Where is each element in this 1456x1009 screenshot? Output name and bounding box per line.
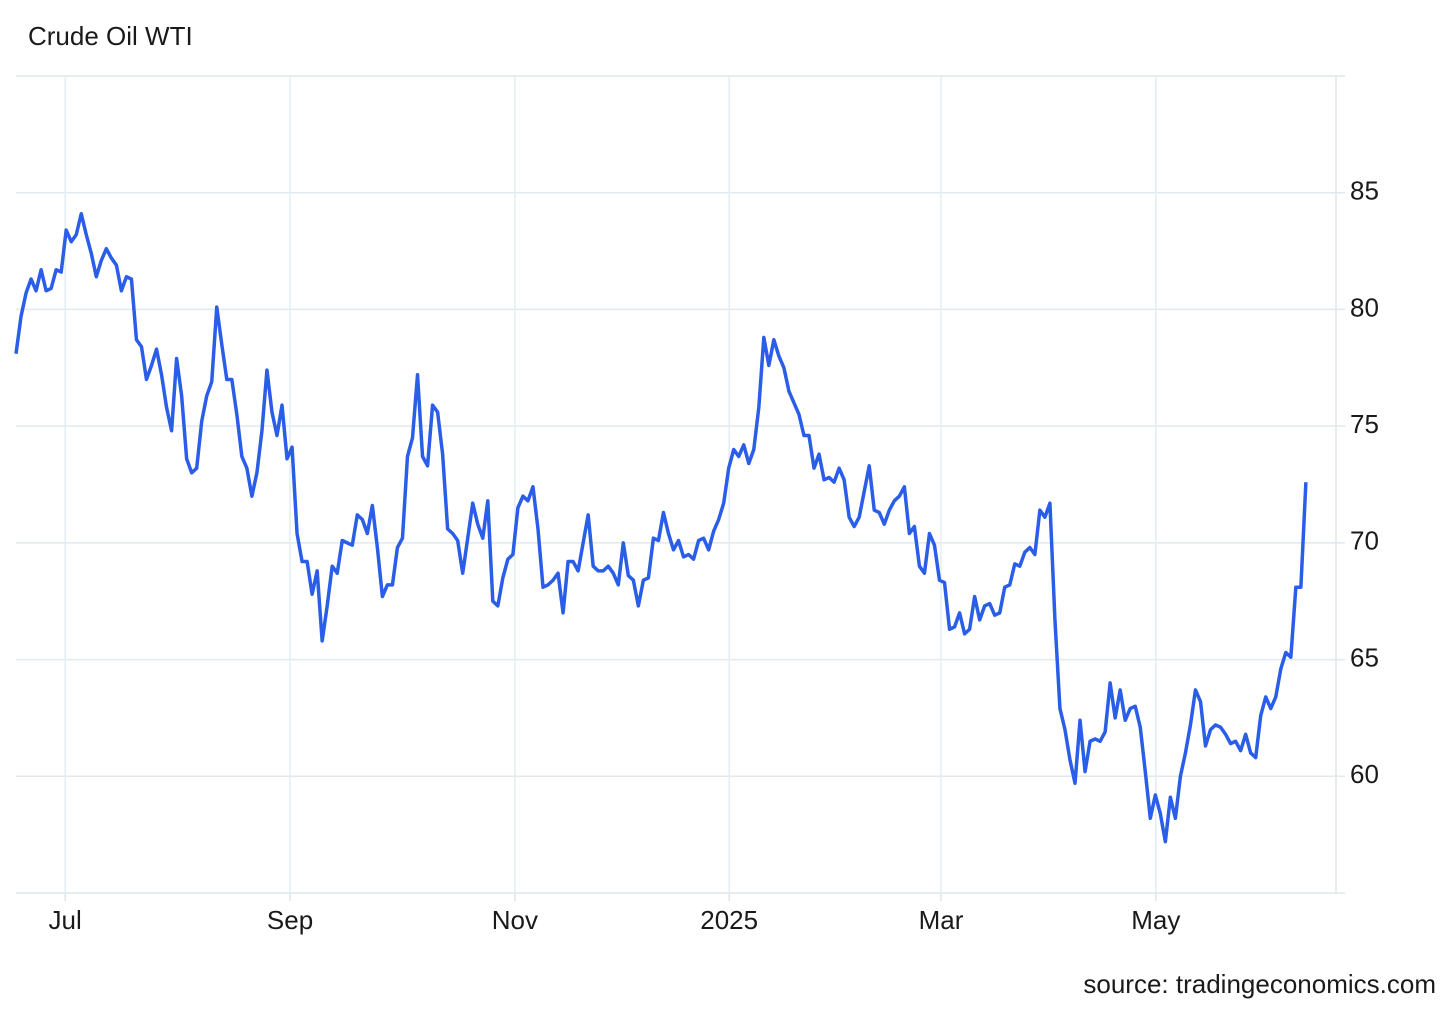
x-tick-label: May [1131, 905, 1180, 935]
y-tick-label: 60 [1350, 759, 1379, 789]
y-tick-label: 70 [1350, 526, 1379, 556]
y-tick-label: 75 [1350, 409, 1379, 439]
y-tick-label: 85 [1350, 176, 1379, 206]
x-tick-label: Jul [49, 905, 82, 935]
x-tick-label: 2025 [700, 905, 758, 935]
price-line [14, 211, 1308, 844]
y-tick-label: 80 [1350, 292, 1379, 322]
x-tick-label: Mar [919, 905, 964, 935]
y-tick-label: 65 [1350, 642, 1379, 672]
x-tick-label: Nov [492, 905, 538, 935]
chart-title: Crude Oil WTI [28, 21, 193, 51]
source-note: source: tradingeconomics.com [1083, 969, 1436, 999]
x-tick-label: Sep [267, 905, 313, 935]
